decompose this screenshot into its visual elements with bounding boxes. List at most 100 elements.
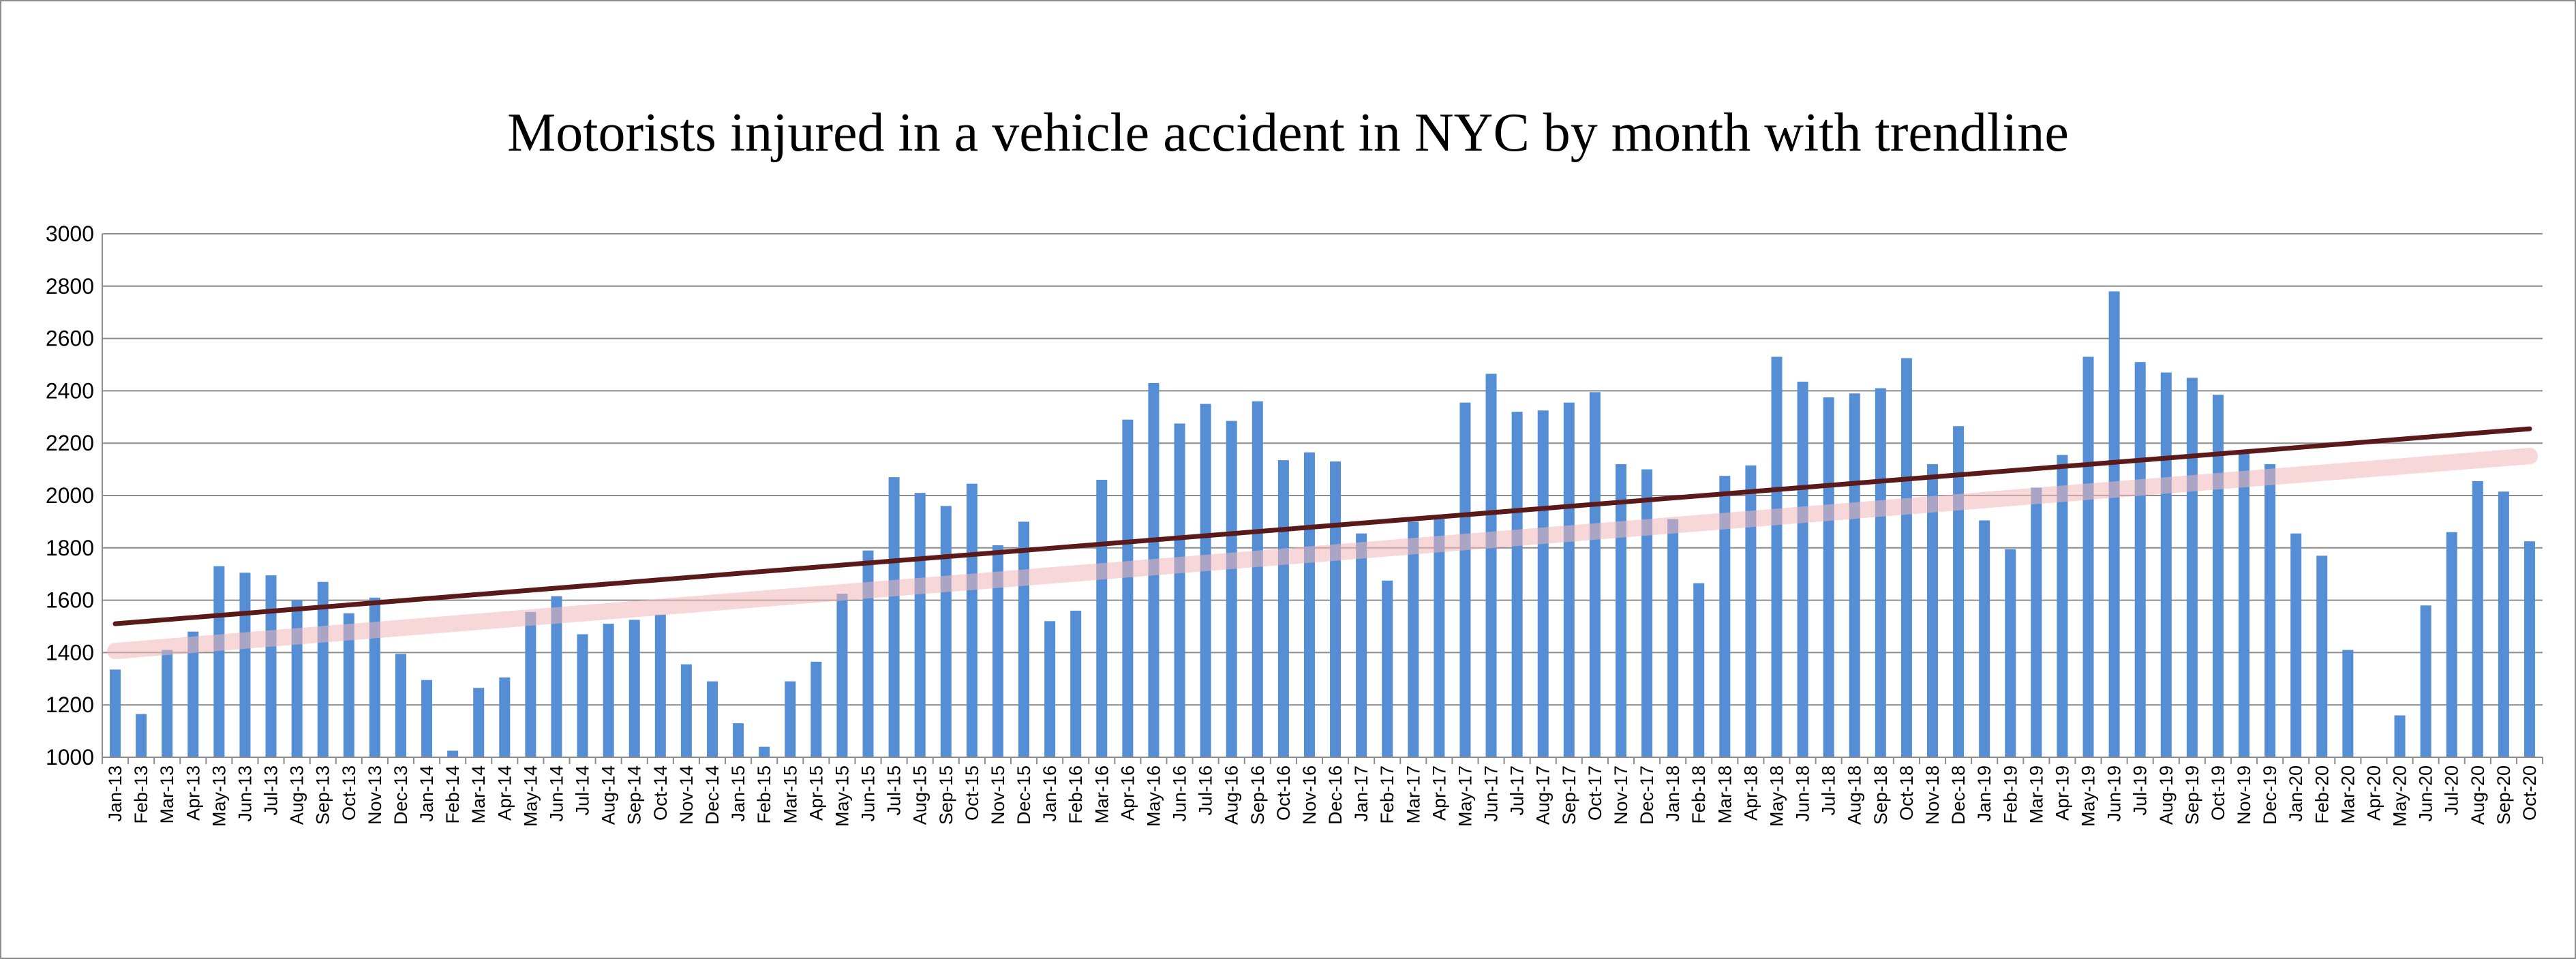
bar: [2420, 605, 2431, 757]
bar: [2342, 650, 2354, 757]
bar: [2316, 555, 2328, 757]
x-tick-label: Feb-20: [2312, 765, 2332, 824]
x-tick-label: Jul-20: [2442, 765, 2462, 816]
y-tick-label: 1200: [46, 692, 94, 717]
x-tick-label: Jan-16: [1040, 765, 1060, 822]
bar: [836, 594, 848, 757]
x-tick-label: Dec-19: [2260, 765, 2280, 825]
x-tick-label: May-18: [1766, 765, 1787, 827]
bar: [966, 483, 978, 757]
bar: [291, 600, 303, 757]
x-tick-label: Apr-15: [806, 765, 826, 821]
bar: [1641, 469, 1653, 757]
x-tick-label: Mar-15: [780, 765, 800, 824]
bar: [888, 477, 900, 757]
bar: [2212, 395, 2224, 757]
bar: [914, 493, 926, 757]
bar: [733, 723, 744, 757]
x-tick-label: Oct-19: [2208, 765, 2228, 821]
x-tick-label: Aug-15: [910, 765, 930, 825]
x-tick-label: May-13: [209, 765, 229, 827]
x-tick-label: Nov-17: [1611, 765, 1631, 825]
bar: [992, 545, 1003, 757]
x-tick-label: Feb-16: [1065, 765, 1086, 824]
bar: [2446, 532, 2457, 757]
x-tick-label: May-17: [1455, 765, 1475, 827]
x-tick-label: Feb-13: [131, 765, 151, 824]
bar: [2264, 463, 2276, 757]
bar: [110, 669, 121, 757]
bar: [1511, 412, 1523, 757]
bar: [940, 506, 952, 757]
x-tick-label: Dec-15: [1014, 765, 1034, 825]
bar: [1745, 465, 1757, 757]
bar: [1693, 583, 1705, 757]
x-tick-label: Nov-15: [988, 765, 1008, 825]
x-tick-label: Jan-20: [2286, 765, 2306, 822]
bar: [265, 575, 277, 757]
bar: [810, 661, 822, 757]
x-tick-label: Aug-17: [1533, 765, 1554, 825]
bar: [2005, 549, 2016, 757]
bar: [1900, 358, 1912, 757]
bar: [707, 681, 718, 757]
x-tick-label: Jun-20: [2416, 765, 2436, 822]
bar: [1408, 521, 1419, 757]
x-tick-label: Oct-14: [650, 765, 671, 821]
bar: [759, 746, 770, 757]
bar: [317, 581, 329, 757]
x-tick-label: Dec-13: [391, 765, 411, 825]
x-tick-label: Jan-15: [728, 765, 748, 822]
trendline-shadow: [107, 448, 2538, 660]
x-tick-label: Apr-19: [2052, 765, 2072, 821]
x-tick-label: Oct-20: [2519, 765, 2540, 821]
x-tick-label: Jan-18: [1663, 765, 1683, 822]
x-tick-label: Sep-15: [936, 765, 956, 825]
x-tick-label: Aug-16: [1222, 765, 1242, 825]
bar: [785, 681, 796, 757]
bar: [1979, 520, 1990, 757]
x-tick-label: Feb-15: [754, 765, 774, 824]
bar: [2472, 481, 2483, 757]
x-tick-label: Sep-18: [1870, 765, 1891, 825]
bar: [343, 613, 354, 757]
bar: [628, 620, 640, 757]
bar: [1719, 476, 1731, 757]
y-tick-label: 1000: [46, 745, 94, 770]
bar: [862, 550, 874, 757]
bar: [2160, 372, 2172, 757]
bar: [1537, 410, 1549, 757]
x-tick-label: Apr-20: [2363, 765, 2384, 821]
bar: [2498, 491, 2509, 757]
x-tick-label: Oct-16: [1273, 765, 1294, 821]
bar: [1459, 402, 1471, 757]
bar: [187, 631, 199, 757]
x-tick-label: Jul-16: [1196, 765, 1216, 816]
bar: [1044, 621, 1056, 757]
bar: [654, 614, 666, 757]
x-tick-label: Jun-19: [2104, 765, 2125, 822]
bar: [1277, 460, 1289, 757]
x-tick-label: Apr-14: [494, 765, 515, 821]
x-tick-label: Jun-13: [234, 765, 255, 822]
bar: [551, 596, 562, 757]
x-tick-label: Jul-15: [884, 765, 905, 816]
bar: [1849, 393, 1860, 757]
x-tick-label: Jan-13: [105, 765, 125, 822]
bar: [136, 714, 147, 757]
y-tick-label: 2600: [46, 326, 94, 351]
x-tick-label: Jun-14: [546, 765, 566, 822]
x-tick-label: Aug-14: [598, 765, 619, 825]
bar: [525, 611, 536, 757]
bar: [1303, 452, 1315, 757]
x-tick-label: Nov-16: [1299, 765, 1320, 825]
y-tick-label: 1400: [46, 640, 94, 665]
bar: [447, 750, 459, 757]
bar: [421, 680, 433, 757]
x-tick-label: Nov-18: [1922, 765, 1943, 825]
x-tick-label: May-14: [520, 765, 541, 827]
bar: [1200, 404, 1211, 757]
x-tick-label: Feb-18: [1688, 765, 1709, 824]
x-tick-label: Mar-16: [1091, 765, 1112, 824]
